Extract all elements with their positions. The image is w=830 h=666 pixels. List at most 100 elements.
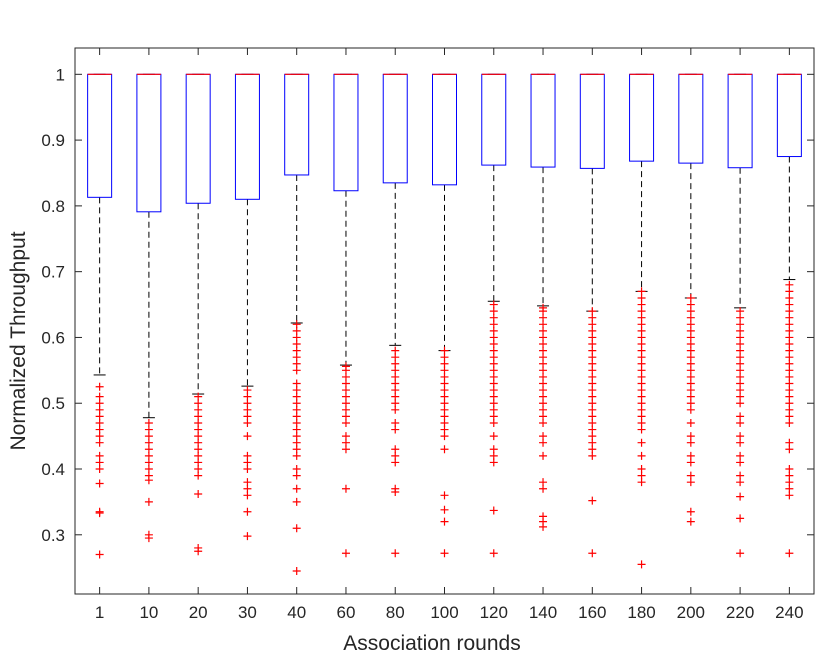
outlier-marker	[341, 432, 350, 441]
box-group-40	[284, 73, 310, 575]
outlier-marker	[194, 543, 203, 552]
axes: 0.3 0.4 0.5 0.6 0.7 0.8 0.9 1 1 10 20 30 40 60 80 100 12…	[41, 47, 815, 622]
x-tick-label: 80	[386, 603, 405, 622]
outlier-marker	[588, 307, 597, 316]
box-group-10	[136, 73, 162, 543]
iqr-box	[678, 73, 704, 164]
x-tick-label: 40	[287, 603, 306, 622]
outlier-marker	[440, 505, 449, 514]
y-axis-title: Normalized Throughput	[7, 231, 30, 450]
y-tick-label: 1	[56, 65, 65, 84]
outlier-marker	[637, 560, 646, 569]
outlier-marker	[144, 497, 153, 506]
outlier-marker	[785, 465, 794, 474]
x-tick-label: 220	[726, 603, 754, 622]
x-tick-label: 10	[139, 603, 158, 622]
outlier-marker	[95, 382, 104, 391]
x-tick-label: 60	[337, 603, 356, 622]
outlier-marker	[391, 484, 400, 493]
box-group-120	[481, 73, 507, 558]
x-tick-label: 20	[189, 603, 208, 622]
iqr-box	[87, 73, 113, 198]
outlier-marker	[292, 379, 301, 388]
outlier-marker	[489, 445, 498, 454]
outlier-marker	[736, 471, 745, 480]
box-group-30	[234, 73, 260, 541]
outlier-marker	[686, 451, 695, 460]
outlier-marker	[194, 490, 203, 499]
box-group-200	[678, 73, 704, 526]
outlier-marker	[686, 418, 695, 427]
outlier-marker	[243, 451, 252, 460]
outlier-marker	[292, 320, 301, 329]
iqr-box	[136, 73, 162, 213]
outlier-marker	[785, 549, 794, 558]
outlier-marker	[736, 514, 745, 523]
outlier-marker	[341, 549, 350, 558]
outlier-marker	[736, 412, 745, 421]
iqr-box	[727, 73, 753, 169]
y-tick-label: 0.7	[41, 263, 65, 282]
iqr-box	[776, 73, 802, 158]
outlier-marker	[243, 432, 252, 441]
box-plot-series	[87, 73, 802, 575]
outlier-marker	[292, 497, 301, 506]
outlier-marker	[194, 392, 203, 401]
box-group-80	[382, 73, 408, 558]
x-tick-label: 30	[238, 603, 257, 622]
outlier-marker	[489, 432, 498, 441]
outlier-marker	[637, 451, 646, 460]
outlier-marker	[637, 438, 646, 447]
outlier-marker	[686, 432, 695, 441]
outlier-marker	[341, 362, 350, 371]
outlier-marker	[440, 346, 449, 355]
iqr-box	[185, 73, 211, 204]
iqr-box	[382, 73, 408, 184]
outlier-marker	[637, 465, 646, 474]
iqr-box	[284, 73, 310, 176]
outlier-marker	[785, 438, 794, 447]
iqr-box	[629, 73, 655, 162]
outlier-marker	[785, 280, 794, 289]
box-group-20	[185, 73, 211, 556]
box-group-160	[579, 73, 605, 558]
outlier-marker	[489, 300, 498, 309]
iqr-box	[333, 73, 359, 192]
outlier-marker	[686, 517, 695, 526]
box-group-60	[333, 73, 359, 558]
outlier-marker	[686, 293, 695, 302]
outlier-marker	[391, 418, 400, 427]
outlier-marker	[539, 303, 548, 312]
y-tick-label: 0.5	[41, 394, 65, 413]
outlier-marker	[391, 549, 400, 558]
outlier-marker	[391, 346, 400, 355]
y-tick-label: 0.9	[41, 131, 65, 150]
outlier-marker	[736, 432, 745, 441]
y-tick-label: 0.4	[41, 460, 65, 479]
outlier-marker	[391, 445, 400, 454]
outlier-marker	[292, 465, 301, 474]
outlier-marker	[539, 451, 548, 460]
outlier-marker	[539, 478, 548, 487]
x-tick-label: 180	[627, 603, 655, 622]
outlier-marker	[243, 478, 252, 487]
outlier-marker	[95, 392, 104, 401]
x-tick-label: 240	[775, 603, 803, 622]
outlier-marker	[489, 506, 498, 515]
box-group-1	[87, 73, 113, 559]
outlier-marker	[95, 507, 104, 516]
box-group-240	[776, 73, 802, 558]
x-tick-label: 200	[677, 603, 705, 622]
outlier-marker	[440, 491, 449, 500]
iqr-box	[579, 73, 605, 169]
iqr-box	[432, 73, 457, 186]
outlier-marker	[95, 550, 104, 559]
outlier-marker	[341, 484, 350, 493]
box-group-220	[727, 73, 753, 558]
outlier-marker	[440, 517, 449, 526]
outlier-marker	[292, 484, 301, 493]
outlier-marker	[736, 549, 745, 558]
iqr-box	[530, 73, 556, 168]
outlier-marker	[489, 549, 498, 558]
